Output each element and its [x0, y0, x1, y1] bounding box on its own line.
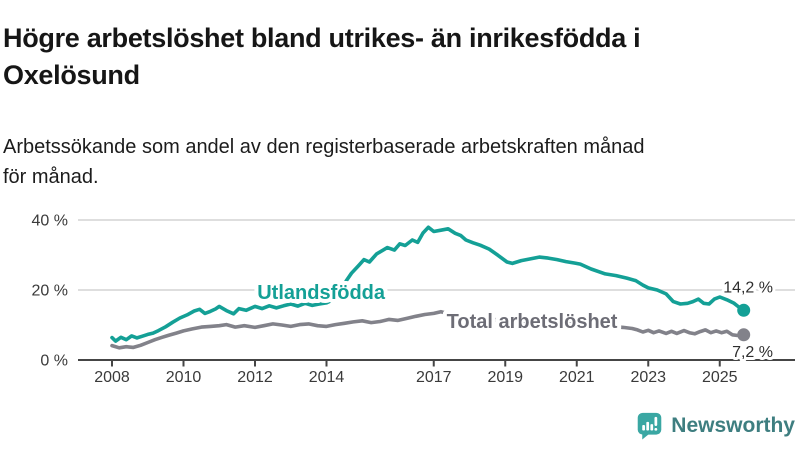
chart-subtitle: Arbetssökande som andel av den registerb…	[3, 132, 797, 192]
series-line-utlandsf-dda	[110, 225, 746, 343]
series-name-label-total-arbetsl-shet: Total arbetslöshet	[447, 311, 618, 333]
x-tick-label-2017: 2017	[416, 369, 452, 386]
x-tick-label-2008: 2008	[94, 369, 130, 386]
y-tick-label-0: 0 %	[40, 353, 68, 370]
chart-subtitle-line2: för månad.	[3, 166, 99, 188]
series-name-label-utlandsf-dda: Utlandsfödda	[257, 282, 386, 304]
value-label-utlandsf-dda: 14,2 %	[723, 279, 773, 296]
x-tick-label-2014: 2014	[309, 369, 345, 386]
y-tick-label-40: 40 %	[32, 213, 68, 230]
series-end-dot-utlandsf-dda	[737, 303, 751, 317]
value-label-total-arbetsl-shet: 7,2 %	[732, 344, 773, 361]
newsworthy-brand-text: Newsworthy	[671, 413, 795, 437]
x-tick-label-2021: 2021	[559, 369, 595, 386]
page-title: Högre arbetslöshet bland utrikes- än inr…	[3, 20, 797, 94]
newsworthy-logo-icon	[638, 412, 662, 440]
page-title-line1: Högre arbetslöshet bland utrikes- än inr…	[3, 23, 641, 54]
chart-subtitle-line1: Arbetssökande som andel av den registerb…	[3, 136, 645, 158]
newsworthy-brand-link[interactable]: Newsworthy	[635, 411, 795, 440]
series-end-dot-total-arbetsl-shet	[737, 328, 751, 342]
x-tick-label-2023: 2023	[630, 369, 666, 386]
x-tick-label-2025: 2025	[702, 369, 738, 386]
y-tick-label-20: 20 %	[32, 283, 68, 300]
x-tick-label-2010: 2010	[166, 369, 202, 386]
x-tick-label-2019: 2019	[487, 369, 523, 386]
x-tick-label-2012: 2012	[237, 369, 273, 386]
unemployment-line-chart: Utlandsfödda Total arbetslöshet 2008 2010 20…	[32, 213, 795, 386]
page-title-line2: Oxelösund	[3, 60, 140, 91]
series-line-total-arbetsl-shet	[110, 309, 746, 350]
